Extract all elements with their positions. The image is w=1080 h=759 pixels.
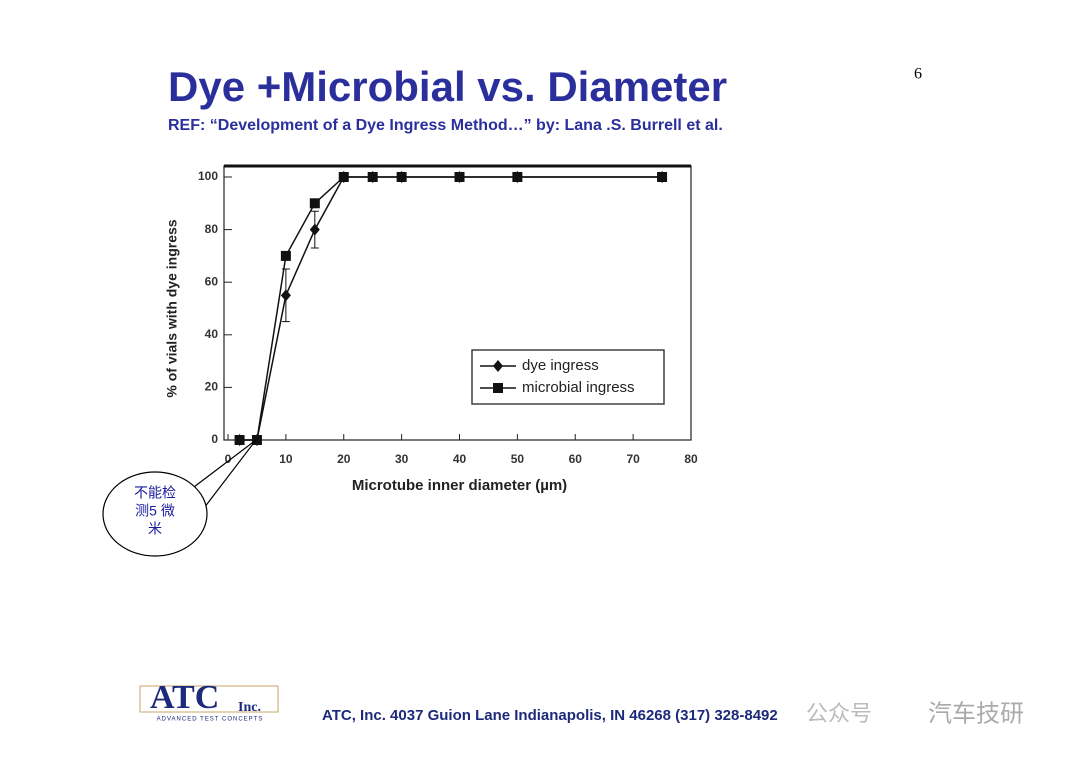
- x-tick-label: 70: [626, 452, 640, 466]
- marker: [251, 435, 262, 445]
- marker: [493, 360, 503, 372]
- y-tick-label: 80: [205, 222, 219, 236]
- x-tick-label: 60: [569, 452, 583, 466]
- y-tick-label: 100: [198, 169, 218, 183]
- marker: [512, 172, 523, 182]
- x-tick-label: 10: [279, 452, 293, 466]
- callout-text: 米: [148, 521, 162, 537]
- x-tick-label: 40: [453, 452, 467, 466]
- y-tick-label: 60: [205, 274, 219, 288]
- chart: 0 20 40 60 80 100 0 10 20 30 40 50 60 70 80 Microtube i…: [164, 164, 698, 494]
- marker: [280, 250, 291, 261]
- marker: [309, 223, 320, 236]
- slide-title: Dye +Microbial vs. Diameter: [168, 63, 727, 110]
- x-axis-label: Microtube inner diameter (µm): [352, 477, 567, 494]
- footer-address: ATC, Inc. 4037 Guion Lane Indianapolis, …: [322, 707, 778, 724]
- reference: REF: “Development of a Dye Ingress Metho…: [168, 117, 723, 134]
- y-axis-label: % of vials with dye ingress: [164, 219, 180, 397]
- logo-tagline: ADVANCED TEST CONCEPTS: [157, 717, 264, 723]
- legend-label: dye ingress: [522, 357, 599, 374]
- x-tick-label: 20: [337, 452, 351, 466]
- y-tick-label: 40: [205, 327, 219, 341]
- callout-tail: [189, 439, 257, 509]
- logo: ATC Inc. ADVANCED TEST CONCEPTS: [139, 679, 279, 723]
- marker: [309, 198, 320, 209]
- x-tick-label: 30: [395, 452, 409, 466]
- y-tick-label: 0: [211, 432, 218, 446]
- series-line: [239, 176, 663, 441]
- marker: [657, 172, 668, 182]
- legend-box: [471, 349, 665, 405]
- x-tick-label: 80: [684, 452, 698, 466]
- marker: [454, 172, 465, 182]
- logo-text: ATC: [150, 679, 219, 716]
- callout-text: 不能检: [134, 485, 176, 501]
- callout-bubble: [102, 471, 208, 557]
- watermark-name: 汽车技研: [928, 700, 1024, 727]
- watermark-account: 公众号: [806, 701, 872, 726]
- marker: [280, 289, 291, 302]
- legend-label: microbial ingress: [522, 379, 635, 396]
- callout-text: 测5 微: [135, 503, 175, 519]
- marker: [338, 172, 349, 182]
- x-tick-label: 50: [511, 452, 525, 466]
- marker: [396, 172, 407, 182]
- marker: [234, 435, 245, 445]
- logo-frame: [139, 685, 279, 713]
- marker: [493, 383, 503, 393]
- page-number: 6: [914, 66, 922, 83]
- marker: [367, 172, 378, 182]
- y-tick-label: 20: [205, 380, 219, 394]
- logo-suffix: Inc.: [238, 700, 261, 715]
- x-tick-label: 0: [225, 452, 232, 466]
